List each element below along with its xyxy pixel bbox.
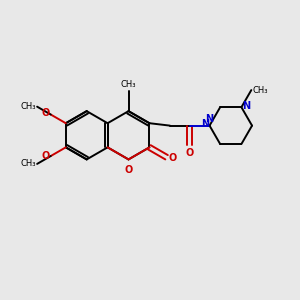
Text: O: O [124,165,133,175]
Text: CH₃: CH₃ [121,80,136,88]
Text: CH₃: CH₃ [20,102,36,111]
Text: N: N [206,114,214,124]
Text: N: N [201,119,209,129]
Text: O: O [41,151,49,161]
Text: O: O [168,153,176,163]
Text: N: N [242,101,250,111]
Text: CH₃: CH₃ [253,85,268,94]
Text: O: O [186,148,194,158]
Text: O: O [41,108,49,118]
Text: CH₃: CH₃ [20,159,36,168]
